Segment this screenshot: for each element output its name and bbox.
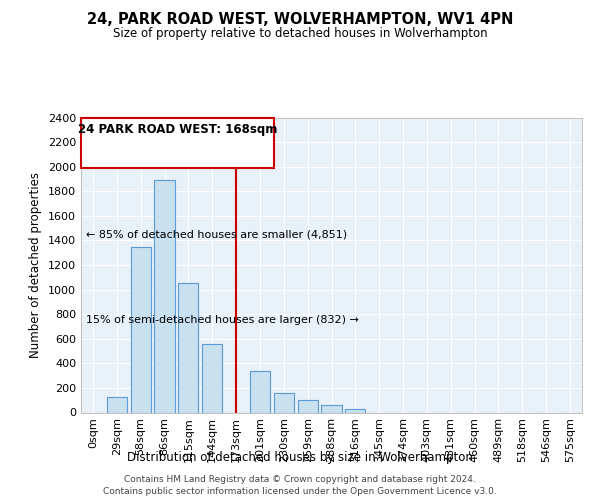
Bar [298, 400, 318, 412]
Text: Contains HM Land Registry data © Crown copyright and database right 2024.: Contains HM Land Registry data © Crown c… [124, 474, 476, 484]
Bar [178, 284, 199, 412]
Bar [322, 405, 341, 412]
FancyBboxPatch shape [81, 118, 274, 168]
Text: 24 PARK ROAD WEST: 168sqm: 24 PARK ROAD WEST: 168sqm [78, 124, 277, 136]
Text: 24, PARK ROAD WEST, WOLVERHAMPTON, WV1 4PN: 24, PARK ROAD WEST, WOLVERHAMPTON, WV1 4… [87, 12, 513, 28]
Text: Contains public sector information licensed under the Open Government Licence v3: Contains public sector information licen… [103, 486, 497, 496]
Text: Size of property relative to detached houses in Wolverhampton: Size of property relative to detached ho… [113, 28, 487, 40]
Bar [202, 344, 223, 412]
Bar [107, 397, 127, 412]
Bar [250, 370, 270, 412]
Bar [274, 393, 294, 412]
Text: Distribution of detached houses by size in Wolverhampton: Distribution of detached houses by size … [127, 451, 473, 464]
Bar [131, 246, 151, 412]
Text: ← 85% of detached houses are smaller (4,851): ← 85% of detached houses are smaller (4,… [86, 230, 347, 239]
Y-axis label: Number of detached properties: Number of detached properties [29, 172, 43, 358]
Text: 15% of semi-detached houses are larger (832) →: 15% of semi-detached houses are larger (… [86, 315, 359, 325]
Bar [154, 180, 175, 412]
Bar [345, 409, 365, 412]
